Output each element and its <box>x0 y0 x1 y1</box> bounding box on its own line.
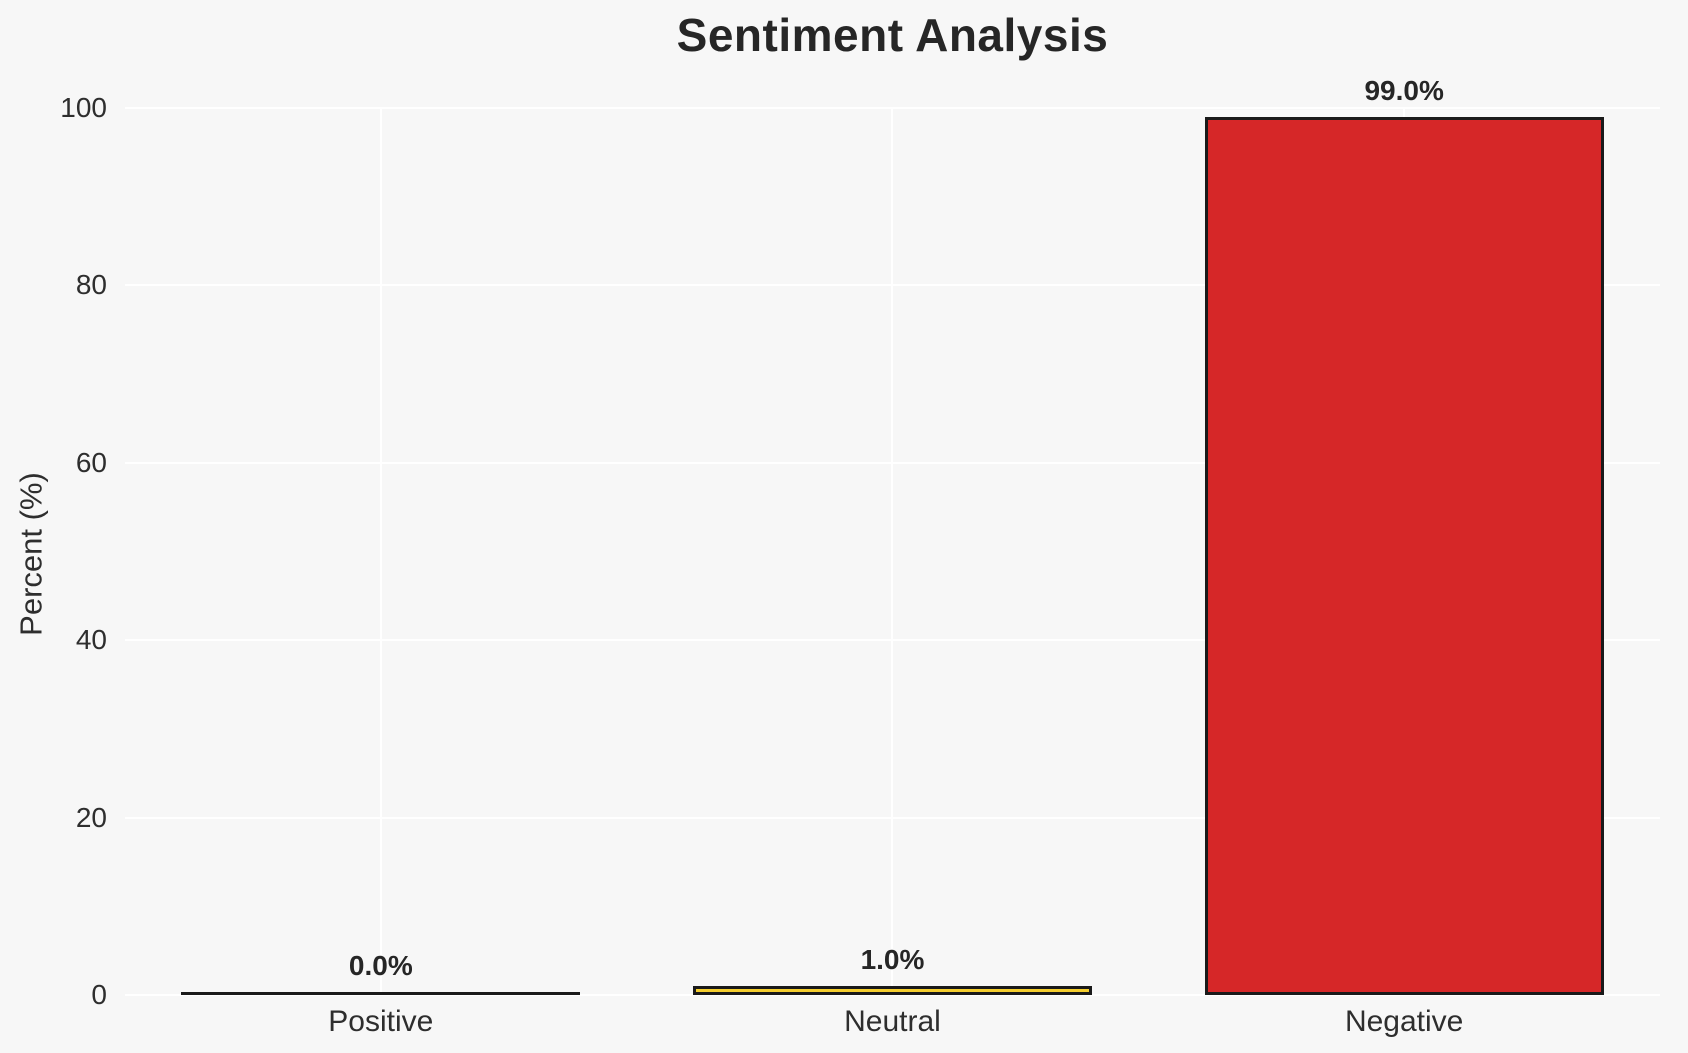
x-tick-label-positive: Positive <box>328 1005 434 1038</box>
bar-slot-neutral: 1.0% Neutral <box>637 108 1149 1038</box>
v-gridline-neutral <box>891 108 894 995</box>
y-tick-label-100: 100 <box>60 92 107 123</box>
bar-value-label-neutral: 1.0% <box>860 944 925 976</box>
bar-neutral <box>692 986 1093 995</box>
plot-area: 0.0% Positive 1.0% Neutral 99.0% Negative <box>125 75 1660 1038</box>
y-tick-label-0: 0 <box>91 979 107 1010</box>
y-tick-label-20: 20 <box>75 801 107 833</box>
y-tick-label-60: 60 <box>75 446 107 478</box>
y-tick-label-40: 40 <box>75 624 107 656</box>
chart-title: Sentiment Analysis <box>676 9 1109 61</box>
y-tick-label-80: 80 <box>75 269 107 301</box>
bar-slot-negative: 99.0% Negative <box>1148 75 1660 1038</box>
x-tick-label-neutral: Neutral <box>844 1005 941 1038</box>
bar-value-label-negative: 99.0% <box>1364 74 1444 106</box>
bar-positive <box>181 992 581 995</box>
bar-slot-positive: 0.0% Positive <box>125 108 637 1038</box>
bar-negative <box>1204 116 1604 995</box>
v-gridline-positive <box>379 108 382 995</box>
y-axis-label: Percent (%) <box>13 472 49 636</box>
bar-value-label-positive: 0.0% <box>348 950 413 981</box>
x-tick-label-negative: Negative <box>1344 1005 1464 1038</box>
h-gridline-0 <box>125 994 1660 996</box>
